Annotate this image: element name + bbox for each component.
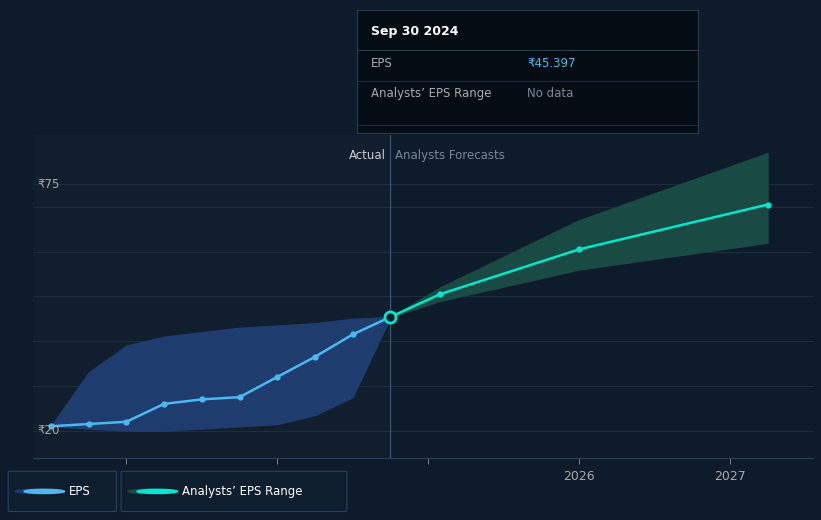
- FancyBboxPatch shape: [122, 471, 347, 512]
- Circle shape: [24, 489, 65, 493]
- Bar: [33, 135, 390, 458]
- Text: No data: No data: [528, 87, 574, 100]
- Text: Analysts’ EPS Range: Analysts’ EPS Range: [182, 485, 303, 498]
- Text: EPS: EPS: [371, 57, 392, 70]
- Text: ₹75: ₹75: [38, 178, 60, 191]
- FancyBboxPatch shape: [8, 471, 117, 512]
- Text: Sep 30 2024: Sep 30 2024: [371, 25, 458, 38]
- Circle shape: [128, 489, 168, 493]
- Text: ₹45.397: ₹45.397: [528, 57, 576, 70]
- Circle shape: [15, 489, 56, 493]
- Text: Actual: Actual: [349, 149, 386, 162]
- Text: EPS: EPS: [69, 485, 91, 498]
- Text: ₹20: ₹20: [38, 424, 60, 437]
- Text: Analysts Forecasts: Analysts Forecasts: [395, 149, 505, 162]
- Text: Analysts’ EPS Range: Analysts’ EPS Range: [371, 87, 491, 100]
- Circle shape: [137, 489, 177, 493]
